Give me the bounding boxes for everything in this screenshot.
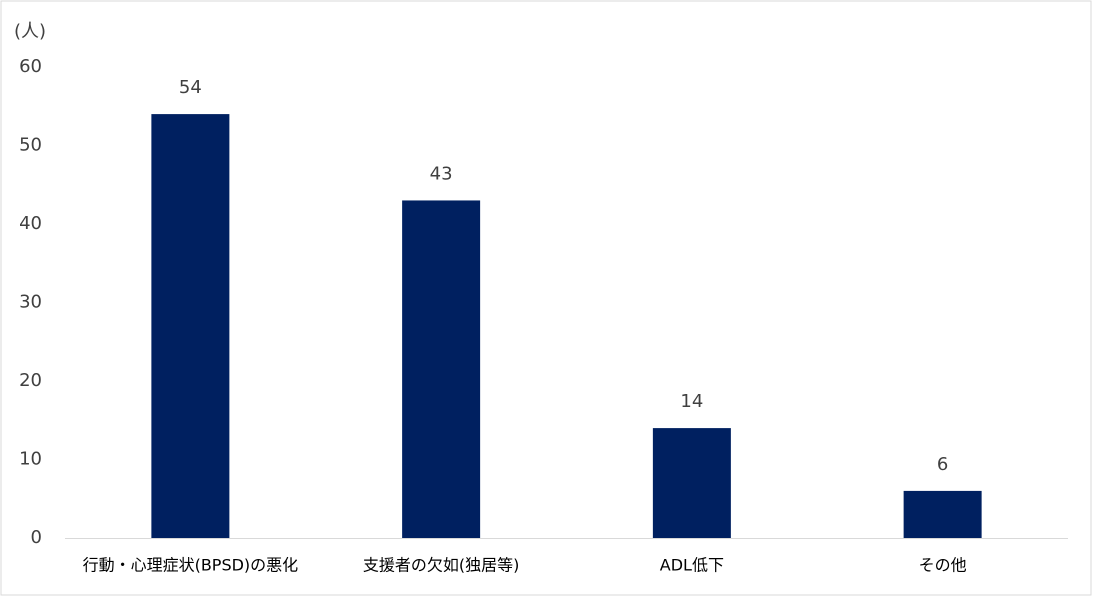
y-tick-label: 30 [19,292,42,313]
y-tick-label: 40 [19,213,42,234]
bar [903,490,982,538]
data-label: 43 [430,163,453,184]
data-label: 14 [680,391,703,412]
x-tick-label: 支援者の欠如(独居等) [363,556,520,575]
y-tick-label: 10 [19,449,42,470]
y-tick-label: 50 [19,135,42,156]
bar [652,428,731,538]
bar [151,114,230,538]
x-tick-label: 行動・心理症状(BPSD)の悪化 [83,556,299,575]
x-tick-label: その他 [919,556,967,575]
x-tick-label: ADL低下 [660,556,724,575]
y-tick-label: 20 [19,370,42,391]
data-label: 6 [937,454,948,475]
y-tick-label: 0 [31,527,42,548]
data-label: 54 [179,77,202,98]
bar [402,200,481,538]
y-axis-label: (人) [14,21,46,42]
y-tick-label: 60 [19,56,42,77]
